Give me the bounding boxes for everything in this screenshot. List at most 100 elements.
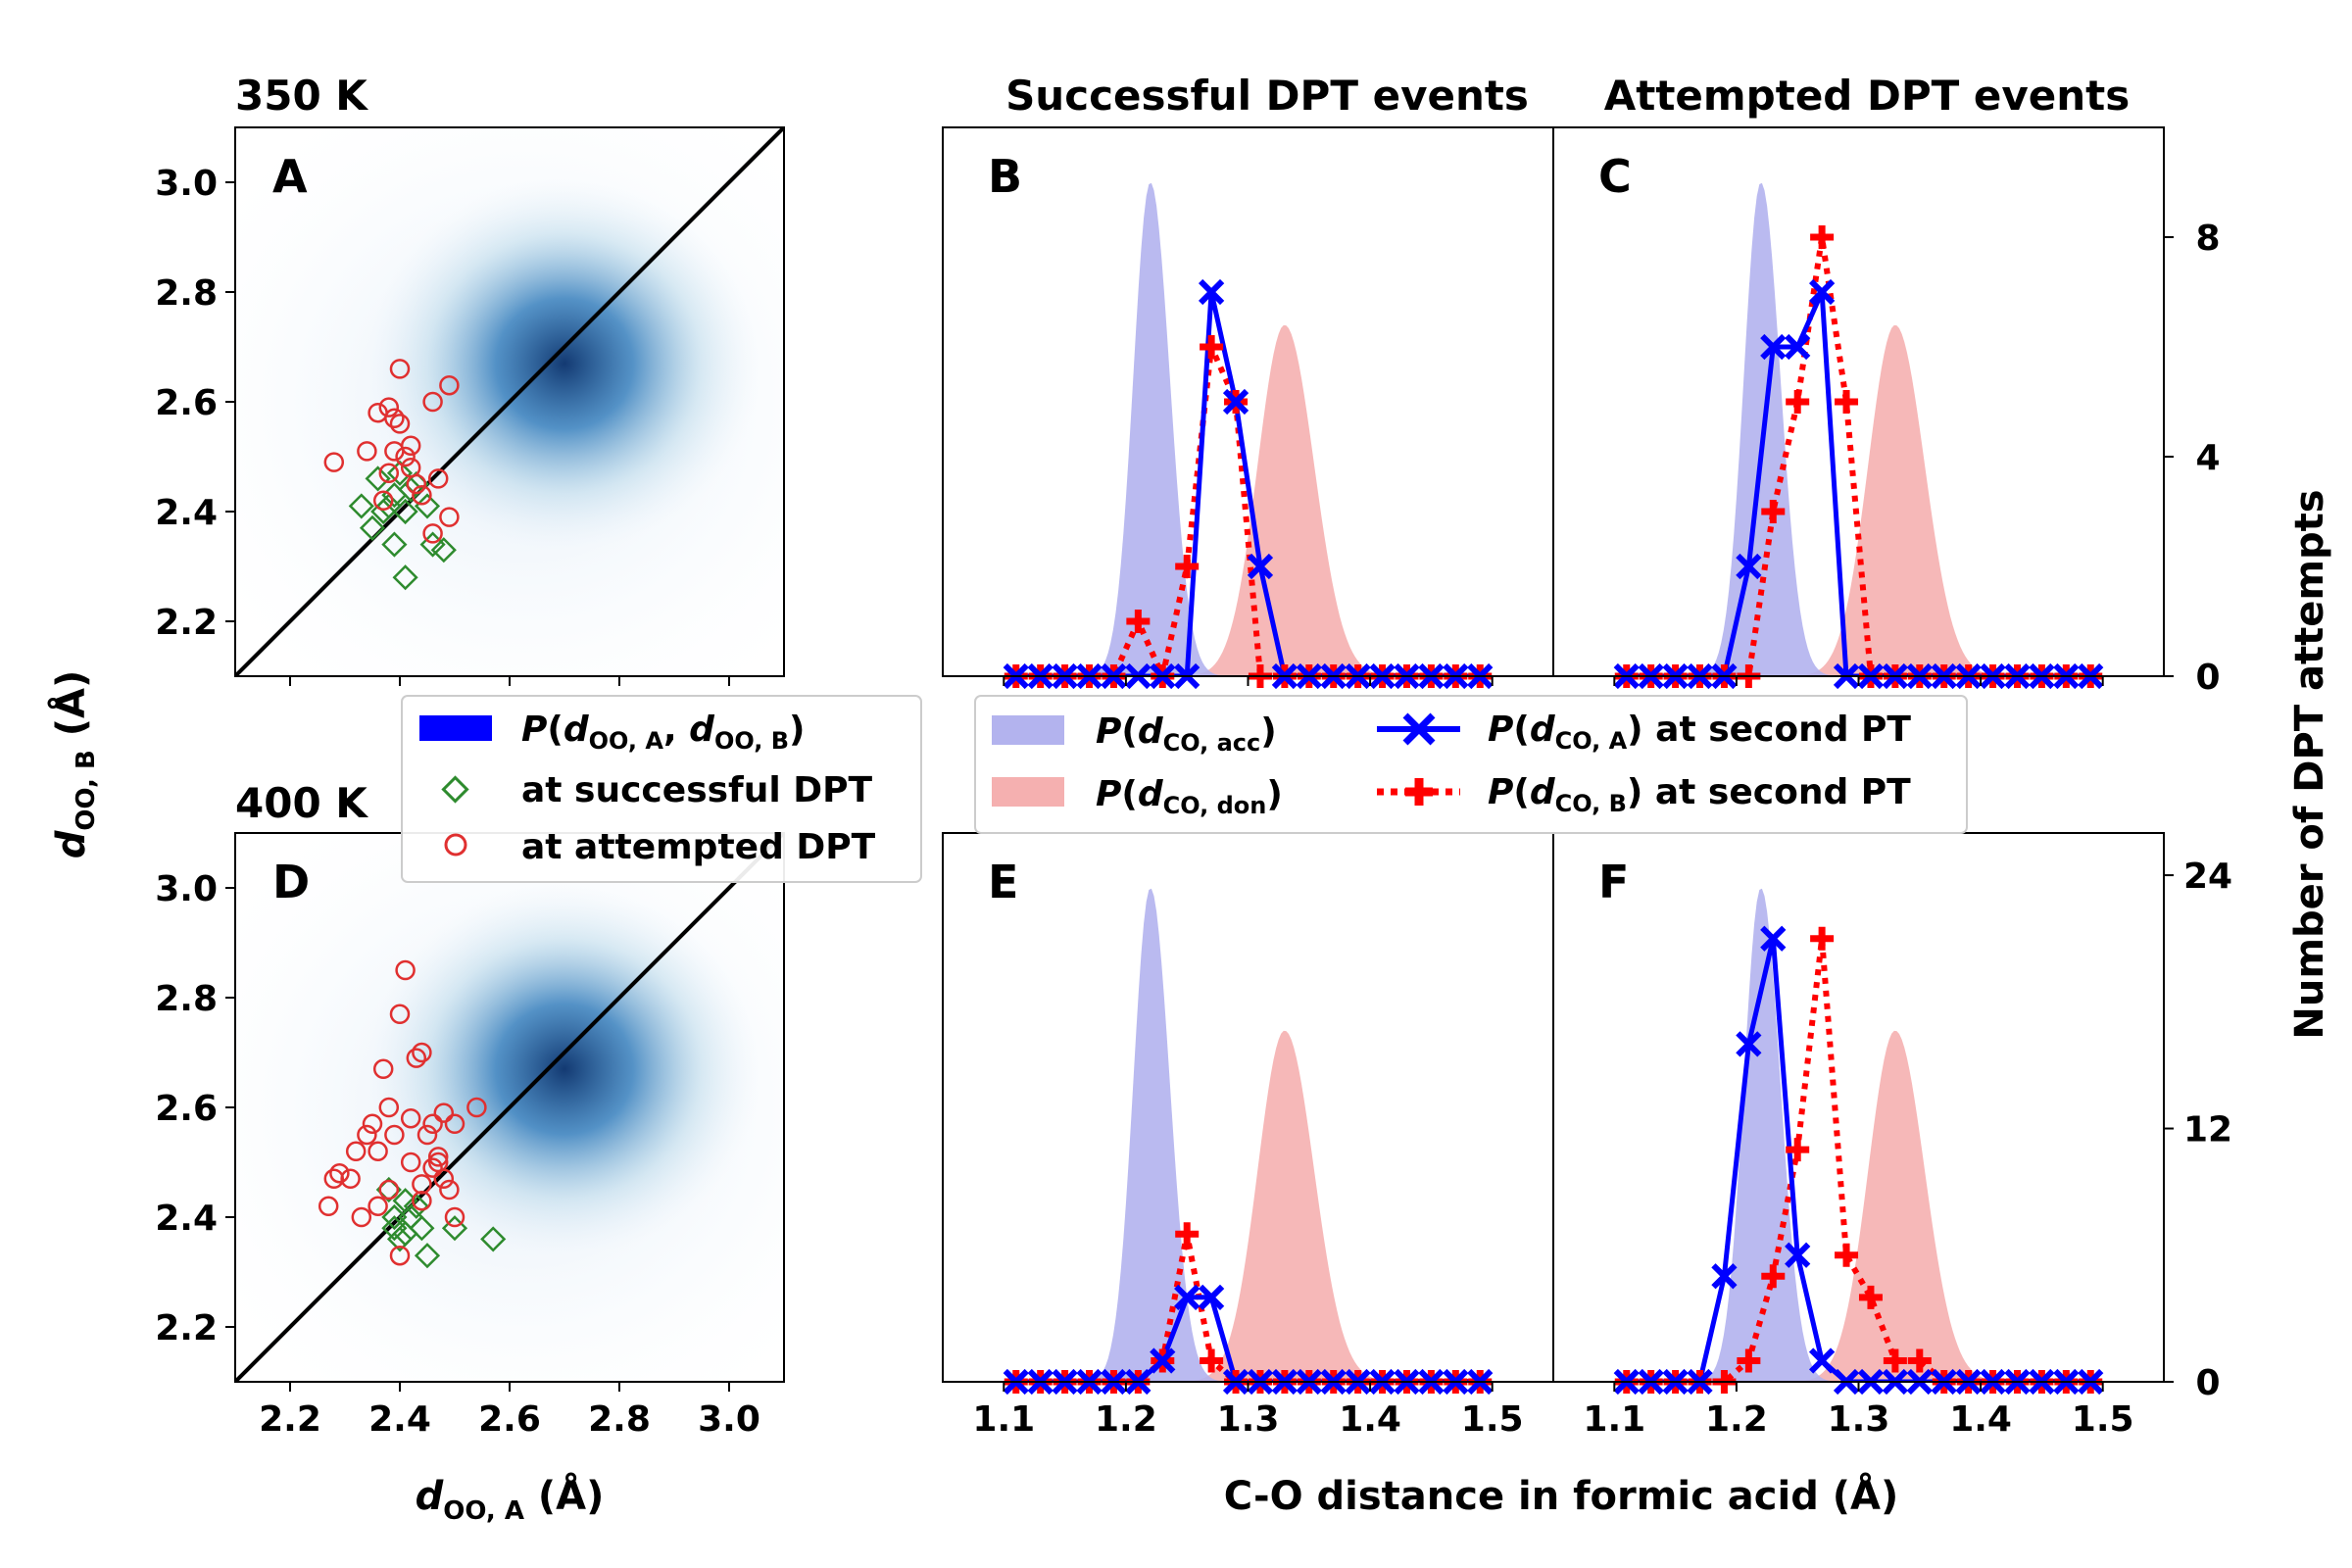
attempt-point — [439, 507, 460, 527]
legend-scatter: P(dOO, A, dOO, B) at successful DPT at a… — [401, 695, 922, 883]
x-tick-label: 1.5 — [1461, 1399, 1524, 1440]
attempt-point — [427, 468, 449, 489]
seriesA-marker — [1808, 278, 1836, 306]
success-point — [430, 537, 457, 564]
attempt-point — [378, 1179, 400, 1200]
success-point — [414, 493, 441, 519]
seriesA-marker — [1785, 1242, 1811, 1268]
legend-seriesA-label: P(dCO, A) at second PT — [1488, 710, 1911, 755]
x-axis-label-doo-a: dOO, A (Å) — [416, 1471, 605, 1526]
y-tick-label: 2.2 — [155, 603, 218, 643]
attempt-point — [412, 484, 432, 506]
legend-attempt-marker — [444, 833, 467, 857]
x-tick-label: 1.2 — [1095, 1399, 1157, 1440]
attempt-point — [340, 1168, 361, 1190]
success-point — [348, 493, 374, 519]
panel-B: B — [942, 126, 1554, 690]
legend-don-swatch — [992, 777, 1064, 807]
success-point — [392, 1220, 418, 1247]
seriesA-marker — [1760, 333, 1787, 361]
attempt-point — [378, 463, 400, 484]
success-point — [381, 1203, 408, 1231]
x-tick-label: 2.6 — [478, 1399, 541, 1440]
attempt-point — [362, 1113, 383, 1135]
y-axis-label-dpt-attempts: Number of DPT attempts — [2287, 489, 2332, 1039]
seriesB-marker — [1737, 1348, 1761, 1373]
legend-scatter-frame — [401, 695, 922, 883]
seriesB-marker — [1810, 225, 1835, 249]
attempt-point — [372, 1058, 394, 1080]
seriesA-marker — [1736, 1031, 1762, 1057]
acc-distribution — [1004, 182, 1553, 676]
panel-label-A: A — [272, 150, 308, 203]
success-point — [359, 514, 386, 541]
y-tick-label: 3.0 — [155, 164, 218, 204]
title-successful: Successful DPT events — [1005, 72, 1529, 120]
x-axis-label-co-distance: C-O distance in formic acid (Å) — [1224, 1471, 1899, 1519]
x-tick-label: 3.0 — [698, 1399, 760, 1440]
attempt-point — [444, 1206, 466, 1228]
legend-seriesB-marker — [1405, 778, 1433, 806]
x-tick-label: 2.8 — [588, 1399, 651, 1440]
success-point — [392, 564, 418, 591]
attempt-point — [389, 1245, 411, 1266]
y-tick-label: 2.2 — [155, 1308, 218, 1348]
x-tick-label: 1.1 — [972, 1399, 1035, 1440]
y-tick-label-right: 8 — [2195, 219, 2220, 259]
seriesB-marker — [1883, 1348, 1907, 1373]
seriesA-marker — [1198, 1284, 1225, 1310]
panel-label-D: D — [272, 856, 310, 908]
seriesA-marker — [1150, 1348, 1176, 1374]
seriesA-marker — [1785, 333, 1811, 361]
attempt-point — [351, 1206, 372, 1228]
success-point — [403, 1193, 429, 1219]
seriesA-marker — [1736, 553, 1762, 580]
x-tick-label: 1.2 — [1705, 1399, 1768, 1440]
x-tick-label: 1.4 — [1339, 1399, 1401, 1440]
x-tick-label: 2.2 — [259, 1399, 321, 1440]
panel-label-F: F — [1598, 856, 1629, 908]
seriesA-marker — [1174, 1284, 1200, 1310]
y-tick-label-right: 4 — [2195, 438, 2220, 478]
attempt-point — [357, 1124, 377, 1146]
attempt-point — [400, 1107, 421, 1129]
legend-attempt-label: at attempted DPT — [521, 827, 876, 867]
x-tick-label: 1.5 — [2072, 1399, 2134, 1440]
density-map — [368, 176, 760, 550]
attempt-point — [389, 359, 411, 379]
attempt-point — [439, 374, 460, 396]
seriesB-marker — [1761, 1264, 1786, 1289]
legend-hist: P(dCO, acc) P(dCO, don) P(dCO, A) at sec… — [974, 695, 1968, 834]
seriesA-marker — [1247, 553, 1274, 580]
attempt-point — [329, 1162, 350, 1184]
attempt-point — [372, 490, 394, 512]
legend-acc-label: P(dCO, acc) — [1096, 711, 1277, 757]
x-tick-label: 1.4 — [1949, 1399, 2012, 1440]
x-tick-label: 1.1 — [1583, 1399, 1645, 1440]
attempt-point — [412, 1042, 432, 1063]
attempt-point — [384, 1124, 405, 1146]
seriesA-marker — [1808, 1348, 1836, 1374]
attempt-point — [406, 1048, 427, 1068]
attempt-point — [416, 1124, 438, 1146]
x-tick-label: 1.3 — [1217, 1399, 1280, 1440]
legend-success-label: at successful DPT — [521, 770, 872, 810]
attempt-point — [422, 391, 443, 413]
don-distribution — [1004, 1030, 1553, 1382]
y-tick-label-right: 12 — [2183, 1110, 2232, 1151]
attempt-point — [395, 446, 416, 467]
acc-distribution — [1614, 888, 2164, 1382]
attempt-point — [427, 1147, 449, 1167]
seriesB-marker — [1200, 335, 1224, 359]
don-distribution — [1614, 324, 2164, 676]
seriesB-marker — [1835, 1243, 1859, 1267]
seriesB-marker — [1786, 390, 1810, 414]
success-point — [392, 498, 418, 525]
attempt-point — [433, 1168, 455, 1190]
diagonal-line — [235, 833, 784, 1382]
attempt-point — [368, 1196, 388, 1217]
attempt-point — [412, 1190, 432, 1211]
attempt-point — [357, 441, 377, 462]
seriesA-line — [1626, 938, 2091, 1382]
seriesA-marker — [1711, 1263, 1738, 1290]
